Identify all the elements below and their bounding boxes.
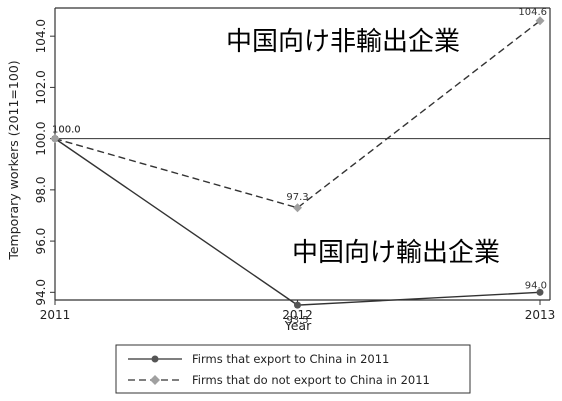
y-tick-label: 100.0 bbox=[34, 121, 48, 155]
annotation-non-exporters: 中国向け非輸出企業 bbox=[226, 27, 460, 57]
x-ticks: 2011 2012 2013 bbox=[40, 300, 556, 322]
legend-box bbox=[115, 344, 471, 394]
series-1-point bbox=[50, 134, 60, 144]
series-group bbox=[50, 16, 545, 309]
data-label: 100.0 bbox=[52, 125, 81, 136]
data-label: 93.5 bbox=[286, 315, 308, 326]
y-tick-label: 94.0 bbox=[34, 279, 48, 306]
legend-marker-non-exporters bbox=[150, 375, 160, 385]
data-label: 97.3 bbox=[286, 192, 308, 203]
x-axis-title: Year bbox=[284, 318, 312, 333]
x-tick-label: 2013 bbox=[525, 308, 556, 322]
y-tick-label: 104.0 bbox=[34, 19, 48, 53]
series-1-point bbox=[293, 203, 302, 213]
y-tick-label: 102.0 bbox=[34, 70, 48, 104]
series-line-1 bbox=[54, 20, 541, 209]
annotation-exporters: 中国向け輸出企業 bbox=[292, 238, 500, 268]
y-axis-title: Temporary workers (2011=100) bbox=[6, 60, 21, 260]
series-0-point bbox=[294, 301, 301, 309]
x-tick-label: 2012 bbox=[282, 308, 313, 322]
y-tick-label: 98.0 bbox=[34, 177, 48, 204]
data-label: 100.0 bbox=[52, 125, 81, 136]
x-tick-label: 2011 bbox=[40, 308, 71, 322]
legend-marker-exporters bbox=[151, 355, 159, 363]
legend: Firms that export to China in 2011 Firms… bbox=[115, 344, 471, 394]
data-label: 104.6 bbox=[518, 7, 547, 18]
series-1-point bbox=[535, 16, 545, 26]
y-tick-label: 96.0 bbox=[34, 228, 48, 255]
legend-label-exporters: Firms that export to China in 2011 bbox=[192, 352, 389, 366]
series-0-point bbox=[536, 288, 544, 296]
legend-label-non-exporters: Firms that do not export to China in 201… bbox=[192, 373, 430, 387]
data-label: 94.0 bbox=[525, 280, 547, 291]
